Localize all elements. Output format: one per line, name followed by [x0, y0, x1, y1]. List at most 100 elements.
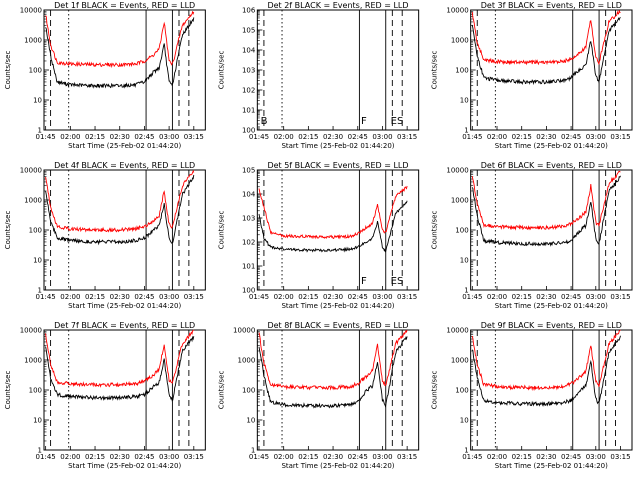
y-tick-label: 1000: [238, 357, 256, 365]
y-tick-label: 106: [242, 7, 256, 15]
x-tick-label: 03:00: [586, 453, 606, 461]
x-tick-label: 03:00: [586, 293, 606, 301]
x-tick-label: 02:30: [536, 293, 556, 301]
y-tick-label: 10: [33, 257, 42, 265]
x-axis-label: Start Time (25-Feb-02 01:44:20): [495, 302, 608, 310]
y-tick-label: 1: [251, 447, 255, 455]
series-events: [45, 335, 195, 402]
x-tick-label: 02:15: [298, 453, 318, 461]
x-tick-label: 02:15: [85, 453, 105, 461]
series-lld: [45, 169, 195, 233]
y-tick-label: 1: [38, 127, 42, 135]
x-tick-label: 02:45: [134, 293, 154, 301]
x-tick-label: 02:00: [487, 293, 507, 301]
panel-det-5: Det 5f BLACK = Events, RED = LLD 100 101 10…: [217, 161, 420, 310]
panel-det-6: Det 6f BLACK = Events, RED = LLD 1 10 100 10…: [431, 161, 633, 310]
x-tick-label: 02:45: [561, 133, 581, 141]
x-tick-label: 03:00: [586, 133, 606, 141]
x-tick-label: 03:15: [610, 453, 630, 461]
x-axis-label: Start Time (25-Feb-02 01:44:20): [495, 462, 608, 470]
y-tick-label: 10000: [20, 167, 42, 175]
x-tick-label: 02:00: [274, 133, 294, 141]
x-tick-label: 03:00: [372, 133, 392, 141]
plot-frame: [256, 9, 420, 131]
x-axis-label: Start Time (25-Feb-02 01:44:20): [68, 462, 181, 470]
series-events: [471, 175, 621, 247]
segment-marker: F: [361, 116, 367, 127]
y-tick-label: 10: [460, 417, 469, 425]
y-tick-label: 1000: [24, 357, 42, 365]
series-events: [471, 17, 621, 86]
series-lld: [45, 11, 195, 69]
y-tick-label: 1000: [451, 197, 469, 205]
x-tick-label: 02:15: [512, 293, 532, 301]
x-axis-label: Start Time (25-Feb-02 01:44:20): [68, 302, 181, 310]
plot-frame: [43, 9, 206, 131]
x-tick-label: 02:15: [512, 133, 532, 141]
y-tick-label: 101: [242, 263, 255, 271]
panel-title: Det 5f BLACK = Events, RED = LLD: [267, 161, 408, 170]
y-tick-label: 100: [455, 67, 468, 75]
x-tick-label: 01:45: [249, 293, 269, 301]
series-events: [258, 200, 408, 253]
y-tick-label: 100: [29, 387, 42, 395]
x-tick-label: 01:45: [36, 133, 56, 141]
panel-det-3: Det 3f BLACK = Events, RED = LLD 1 10 100 10…: [431, 1, 633, 150]
y-axis-label: Counts/sec: [217, 211, 225, 250]
x-tick-label: 01:45: [249, 453, 269, 461]
x-tick-label: 03:15: [397, 293, 417, 301]
y-tick-label: 1000: [451, 357, 469, 365]
x-tick-label: 02:30: [536, 133, 556, 141]
x-tick-label: 02:30: [323, 453, 343, 461]
y-tick-label: 105: [242, 27, 255, 35]
x-tick-label: 02:45: [348, 453, 368, 461]
x-tick-label: 02:15: [512, 453, 532, 461]
x-tick-label: 02:30: [110, 293, 130, 301]
y-axis-label: Counts/sec: [4, 371, 12, 410]
x-tick-label: 03:00: [372, 453, 392, 461]
series-lld: [258, 185, 408, 240]
y-axis-label: Counts/sec: [4, 51, 12, 90]
panel-det-9: Det 9f BLACK = Events, RED = LLD 1 10 100 10…: [431, 321, 633, 470]
y-tick-label: 10: [33, 417, 42, 425]
x-axis-label: Start Time (25-Feb-02 01:44:20): [68, 142, 181, 150]
x-tick-label: 02:30: [536, 453, 556, 461]
x-tick-label: 02:00: [60, 293, 80, 301]
x-tick-label: 03:15: [397, 133, 417, 141]
series-events: [45, 17, 195, 89]
y-tick-label: 10000: [446, 7, 468, 15]
segment-marker: F: [361, 276, 367, 287]
series-events: [45, 174, 195, 246]
y-tick-label: 10: [246, 417, 255, 425]
x-tick-label: 03:00: [159, 453, 179, 461]
series-events: [471, 335, 621, 407]
y-tick-label: 10: [460, 257, 469, 265]
panel-det-2: Det 2f BLACK = Events, RED = LLD 100 101 10…: [217, 1, 420, 150]
series-lld: [45, 329, 195, 388]
y-tick-label: 1: [464, 287, 468, 295]
y-tick-label: 10000: [233, 327, 255, 335]
x-axis-label: Start Time (25-Feb-02 01:44:20): [281, 462, 394, 470]
series-lld: [471, 10, 621, 66]
y-axis-label: Counts/sec: [4, 211, 12, 250]
x-tick-label: 03:00: [159, 133, 179, 141]
x-axis-label: Start Time (25-Feb-02 01:44:20): [281, 142, 394, 150]
x-tick-label: 02:15: [85, 133, 105, 141]
y-tick-label: 1000: [451, 37, 469, 45]
y-tick-label: 1: [38, 447, 42, 455]
y-tick-label: 1: [464, 447, 468, 455]
y-tick-label: 100: [242, 127, 255, 135]
panel-title: Det 8f BLACK = Events, RED = LLD: [267, 321, 408, 330]
panel-title: Det 3f BLACK = Events, RED = LLD: [481, 1, 622, 10]
panel-title: Det 9f BLACK = Events, RED = LLD: [481, 321, 622, 330]
series-lld: [471, 329, 621, 392]
x-tick-label: 03:15: [184, 293, 204, 301]
x-tick-label: 02:30: [110, 133, 130, 141]
x-tick-label: 02:00: [274, 293, 294, 301]
x-tick-label: 02:00: [60, 133, 80, 141]
panel-det-1: Det 1f BLACK = Events, RED = LLD 1 10 100 10…: [4, 1, 206, 150]
y-tick-label: 102: [242, 87, 255, 95]
x-tick-label: 02:30: [323, 133, 343, 141]
y-tick-label: 100: [29, 67, 42, 75]
